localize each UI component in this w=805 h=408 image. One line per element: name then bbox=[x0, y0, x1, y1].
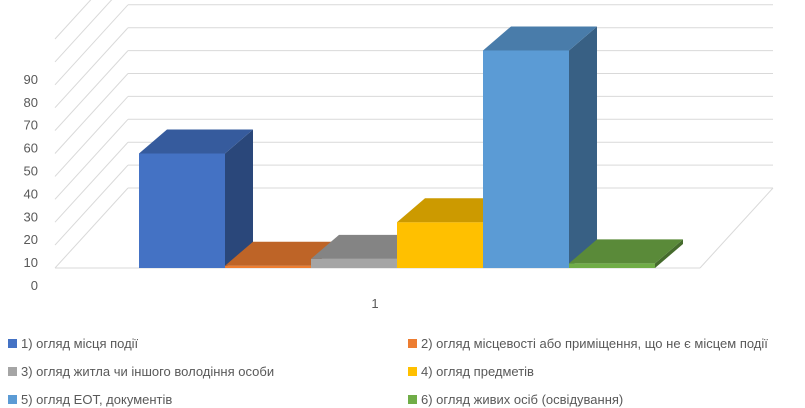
legend-item: 1) огляд місця події bbox=[8, 336, 138, 351]
bar bbox=[569, 239, 683, 268]
bars bbox=[139, 26, 683, 269]
legend-item: 3) огляд житла чи іншого володіння особи bbox=[8, 364, 274, 379]
legend-item: 2) огляд місцевості або приміщення, що н… bbox=[408, 336, 768, 351]
gridline bbox=[54, 73, 773, 154]
gridline bbox=[54, 95, 773, 177]
floor-edge bbox=[699, 187, 774, 269]
legend-swatch bbox=[8, 395, 17, 404]
y-tick-label: 80 bbox=[24, 95, 38, 110]
legend-label: 1) огляд місця події bbox=[21, 336, 139, 351]
y-tick-label: 0 bbox=[31, 278, 38, 293]
x-axis-categories: 1 bbox=[371, 296, 378, 311]
legend-label: 2) огляд місцевості або приміщення, що н… bbox=[421, 336, 768, 351]
legend-label: 5) огляд ЕОТ, документів bbox=[21, 392, 173, 407]
gridline bbox=[54, 118, 773, 200]
y-tick-label: 30 bbox=[24, 209, 38, 224]
legend: 1) огляд місця події 2) огляд місцевості … bbox=[0, 332, 805, 408]
y-axis-ticks: 0 10 20 30 40 50 60 70 80 90 bbox=[24, 72, 38, 293]
legend-swatch bbox=[408, 367, 417, 376]
gridline bbox=[54, 0, 113, 63]
x-category-label: 1 bbox=[371, 296, 378, 311]
legend-label: 3) огляд житла чи іншого володіння особи bbox=[21, 364, 275, 379]
legend-label: 6) огляд живих осіб (освідування) bbox=[421, 392, 624, 407]
y-tick-label: 10 bbox=[24, 255, 38, 270]
gridline bbox=[54, 0, 92, 40]
y-tick-label: 40 bbox=[24, 186, 38, 201]
legend-item: 6) огляд живих осіб (освідування) bbox=[408, 392, 623, 407]
y-tick-label: 50 bbox=[24, 164, 38, 179]
gridline bbox=[54, 50, 773, 131]
y-tick-label: 60 bbox=[24, 141, 38, 156]
y-tick-label: 90 bbox=[24, 72, 38, 87]
bar bbox=[139, 129, 253, 268]
legend-item: 5) огляд ЕОТ, документів bbox=[8, 392, 172, 407]
legend-label: 4) огляд предметів bbox=[421, 364, 534, 379]
legend-swatch bbox=[8, 339, 17, 348]
legend-item: 4) огляд предметів bbox=[408, 364, 534, 379]
legend-swatch bbox=[8, 367, 17, 376]
legend-swatch bbox=[408, 395, 417, 404]
legend-swatch bbox=[408, 339, 417, 348]
y-tick-label: 20 bbox=[24, 232, 38, 247]
bar bbox=[483, 26, 597, 269]
gridline bbox=[54, 27, 773, 109]
y-tick-label: 70 bbox=[24, 118, 38, 133]
gridline bbox=[54, 4, 773, 86]
